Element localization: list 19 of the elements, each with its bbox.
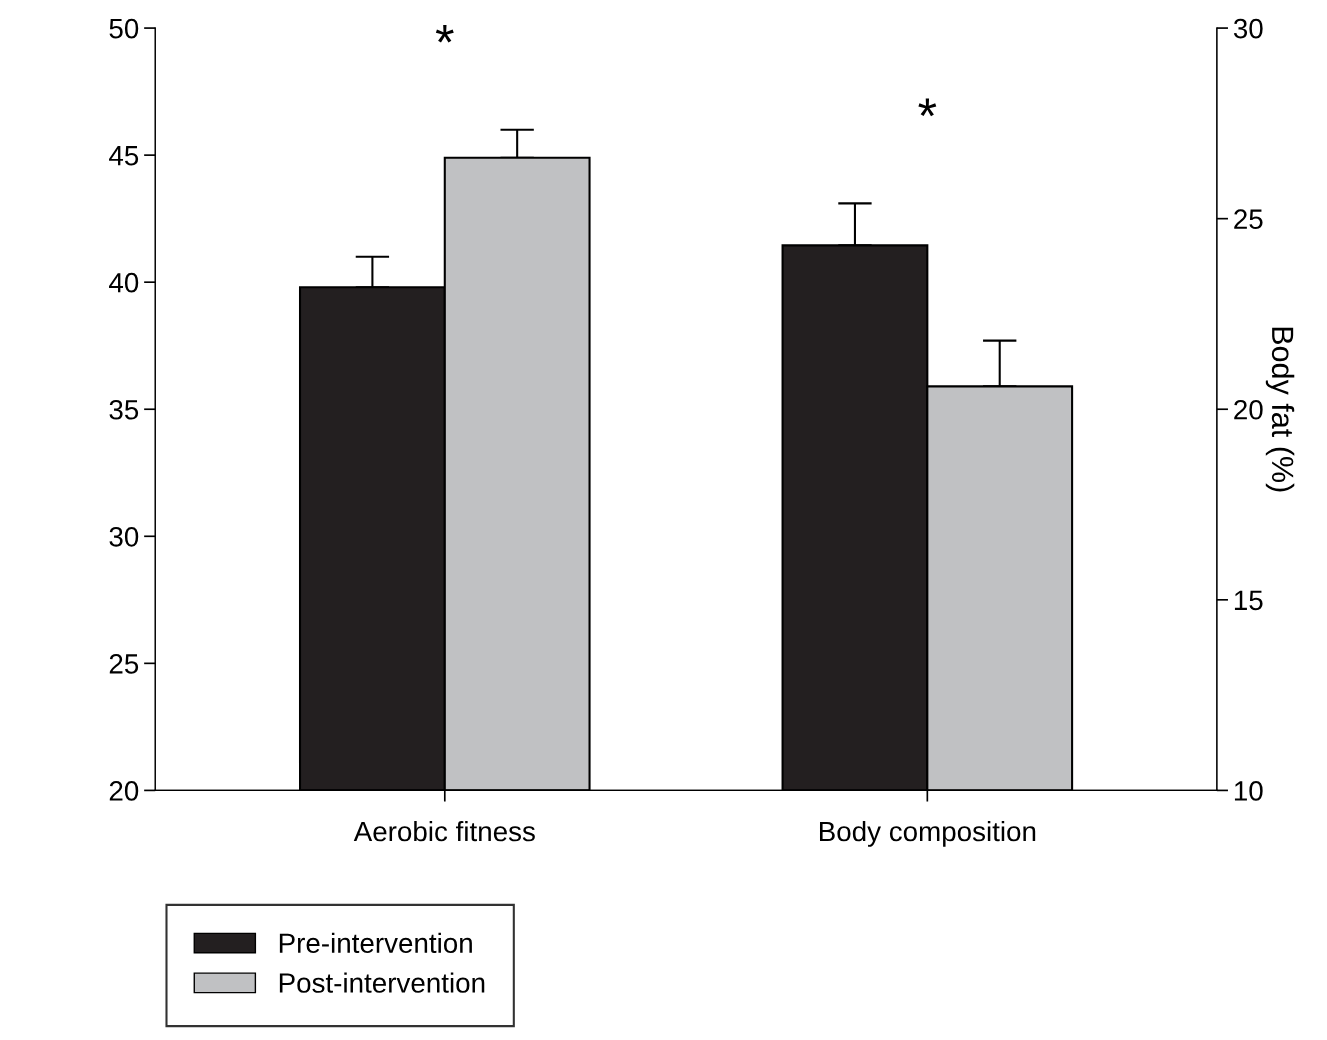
y-tick-label: 20: [109, 781, 139, 801]
legend-label: Post-intervention: [279, 972, 485, 993]
y2-tick-label: 30: [1233, 18, 1263, 39]
y-tick-label: 25: [109, 654, 139, 674]
y-tick-label: 40: [109, 272, 139, 293]
y2-axis-title: Body fat (%): [1265, 327, 1295, 492]
y2-tick-label: 15: [1234, 590, 1263, 611]
legend-label: Pre-intervention: [279, 932, 472, 954]
x-tick-label: Aerobic fitness: [353, 820, 535, 842]
y2-tick-label: 20: [1234, 399, 1263, 420]
y2-tick-label: 25: [1234, 209, 1263, 229]
y-tick-label: 50: [109, 18, 139, 39]
x-tick-label: Body composition: [819, 820, 1036, 847]
annotation: *: [918, 98, 937, 117]
y-tick-label: 45: [109, 146, 139, 166]
y2-tick-label: 10: [1234, 781, 1263, 801]
y-tick-label: 35: [109, 399, 139, 420]
annotation: *: [435, 24, 454, 43]
y-tick-label: 30: [109, 526, 139, 547]
